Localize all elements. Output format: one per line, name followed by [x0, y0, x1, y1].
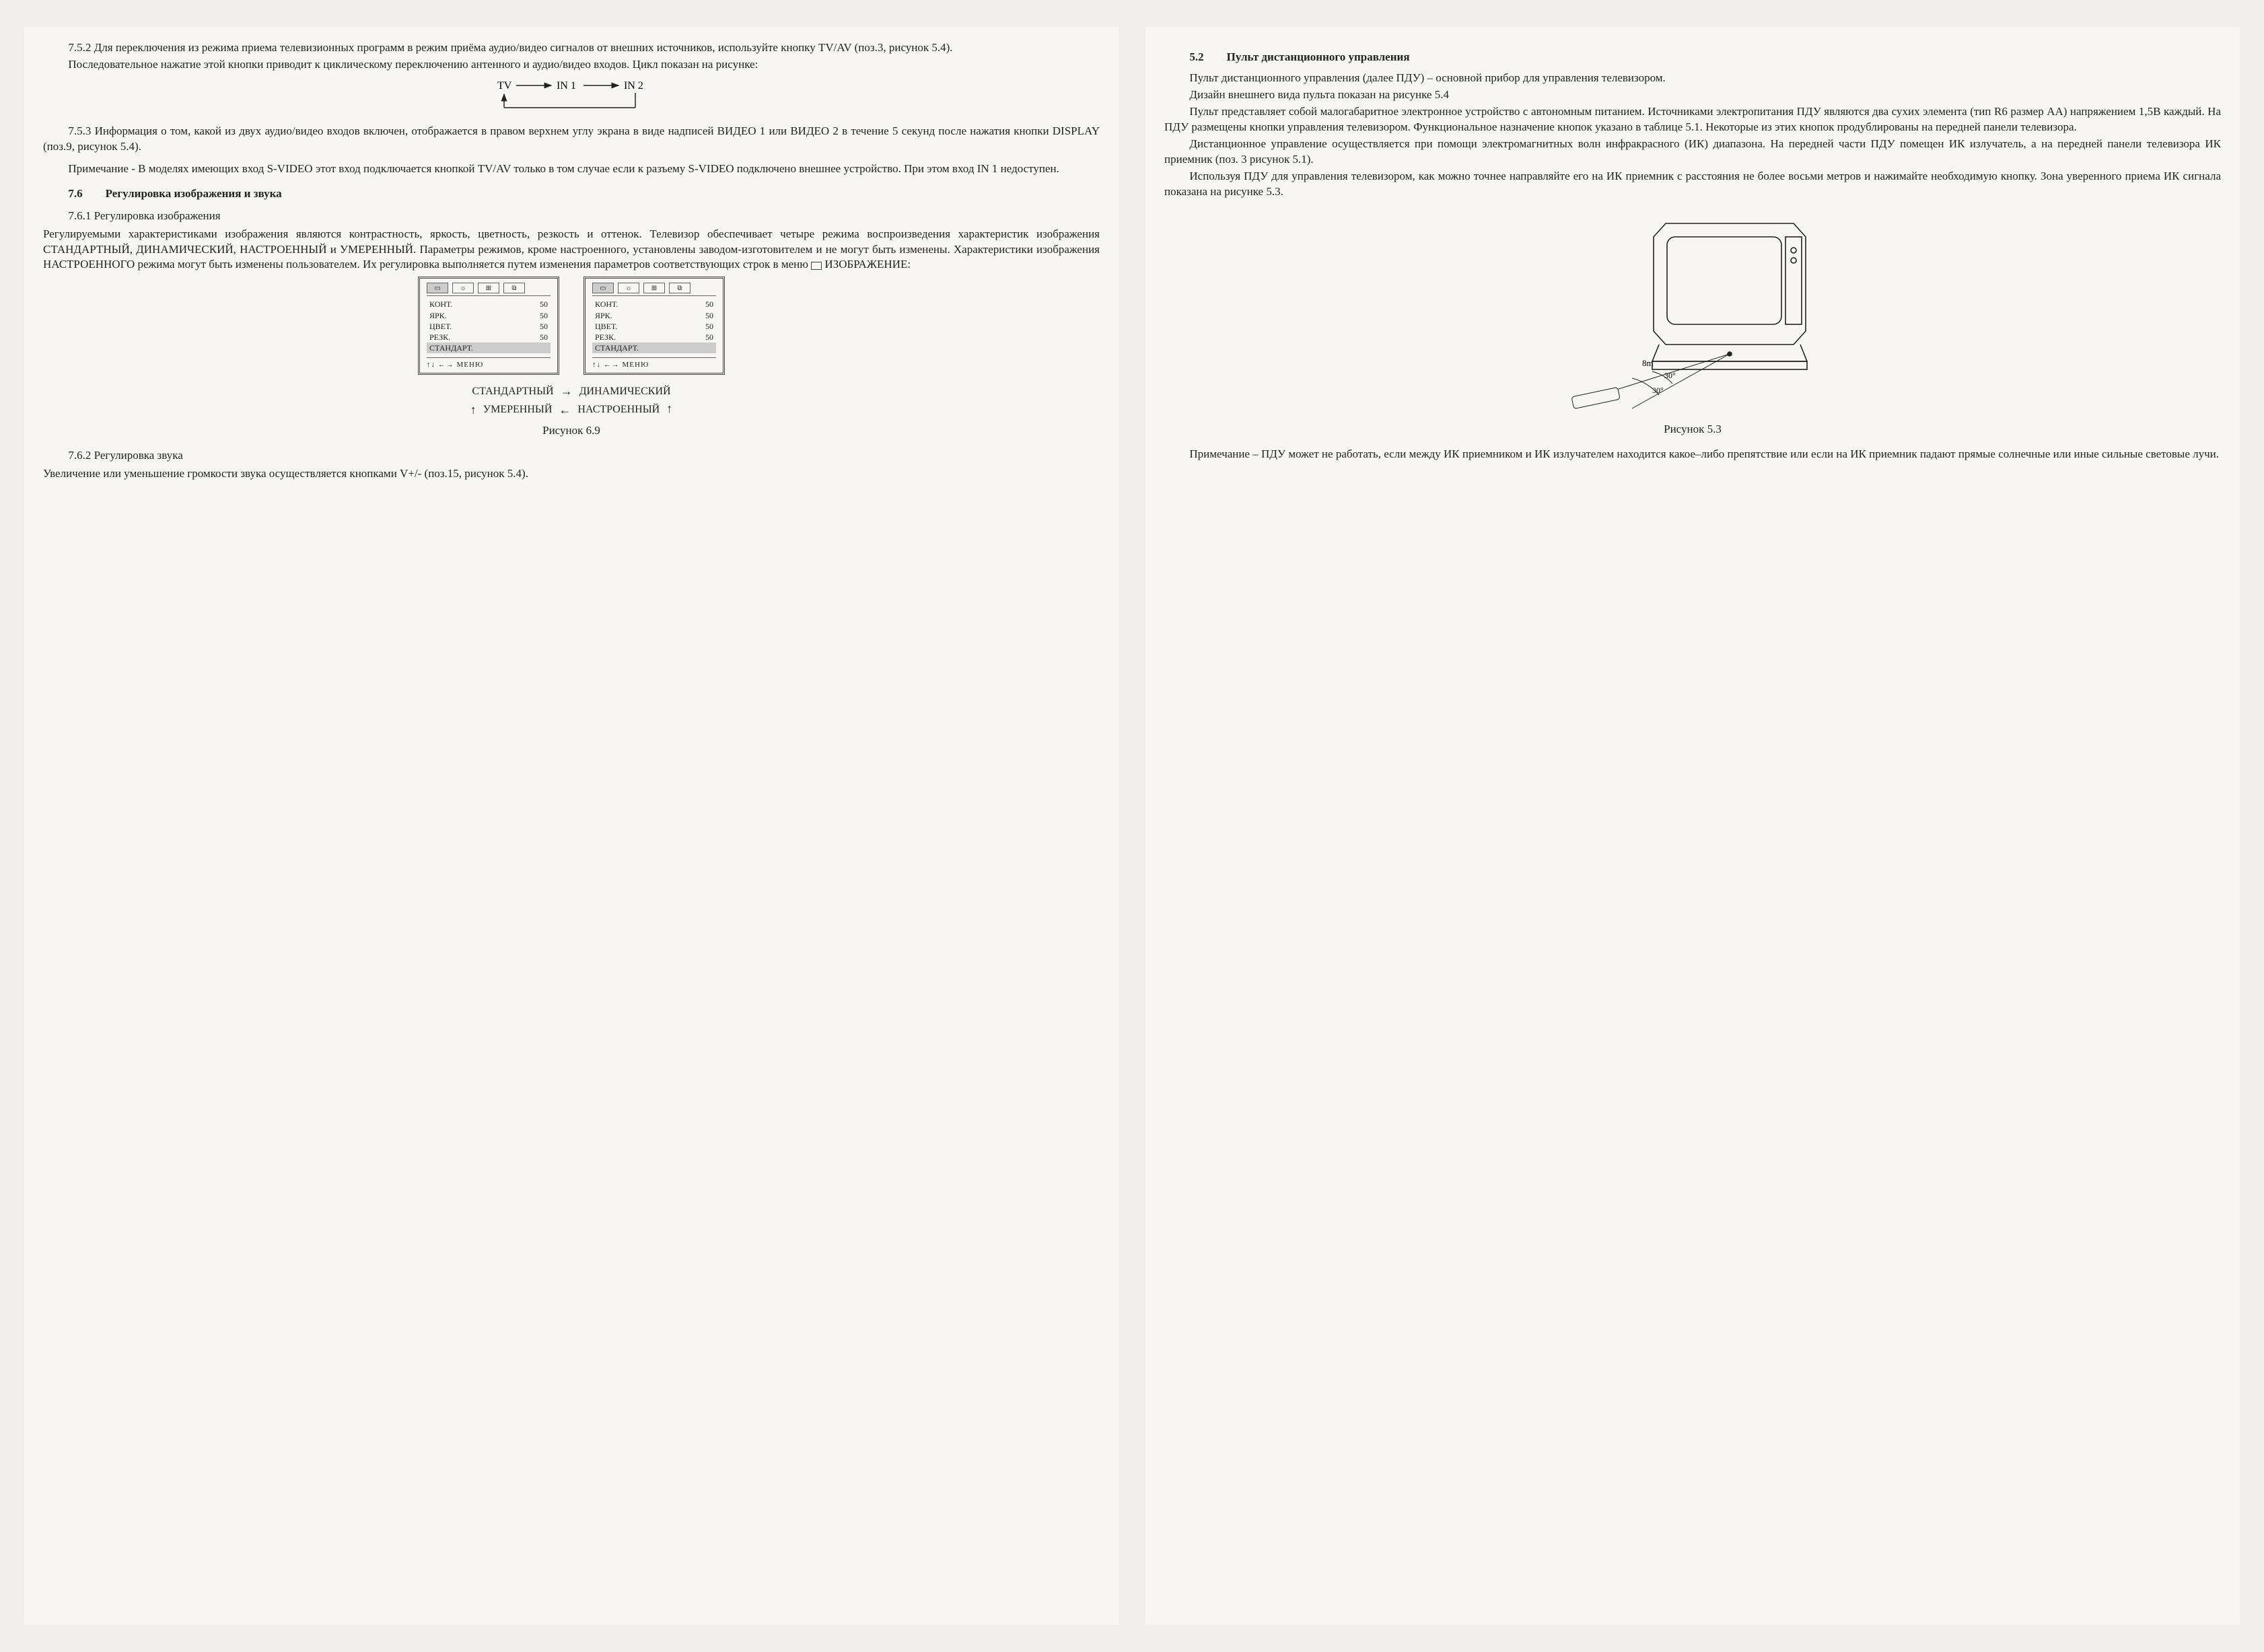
heading-7-6-2: 7.6.2 Регулировка звука [43, 448, 1100, 464]
heading-7-6-1: 7.6.1 Регулировка изображения [43, 209, 1100, 224]
arrow-icon [470, 402, 476, 419]
osd-row: РЕЗК.50 [592, 332, 716, 343]
heading-5-2-title: Пульт дистанционного управления [1227, 50, 1410, 63]
cycle-node-in1: IN 1 [557, 80, 576, 92]
para-5-2-1: Пульт дистанционного управления (далее П… [1164, 71, 2221, 86]
para-7-6-1-text: Регулируемыми характеристиками изображен… [43, 227, 1100, 271]
tab-icon: ⊞ [478, 283, 499, 293]
arrow-icon [559, 402, 571, 419]
para-5-2-2: Дизайн внешнего вида пульта показан на р… [1164, 87, 2221, 103]
osd-row: ЯРК.50 [592, 310, 716, 321]
tab-icon: ☼ [452, 283, 474, 293]
para-7-6-2: Увеличение или уменьшение громкости звук… [43, 466, 1100, 482]
osd-row: КОНТ.50 [592, 299, 716, 310]
osd-menu-screens: ▭ ☼ ⊞ ⧉ КОНТ.50ЯРК.50ЦВЕТ.50РЕЗК.50СТАНД… [43, 277, 1100, 375]
tab-icon: ⊞ [643, 283, 665, 293]
fig53-distance-label: 8m [1642, 358, 1654, 368]
fig53-angle2-label: 30° [1652, 386, 1664, 395]
arrow-icon [666, 402, 672, 419]
para-7-6-1: Регулируемыми характеристиками изображен… [43, 227, 1100, 273]
osd-row: ЯРК.50 [427, 310, 551, 321]
tab-icon: ☼ [618, 283, 639, 293]
osd-footer: ↑↓ ←→ МЕНЮ [427, 357, 551, 370]
tab-icon: ▭ [427, 283, 448, 293]
page-spread: 7.5.2 Для переключения из режима приема … [0, 0, 2264, 1652]
mode-standard: СТАНДАРТНЫЙ [472, 384, 553, 399]
osd-row: РЕЗК.50 [427, 332, 551, 343]
heading-7-6-title: Регулировка изображения и звука [106, 187, 282, 200]
left-page: 7.5.2 Для переключения из режима приема … [24, 27, 1119, 1625]
heading-5-2-num: 5.2 [1189, 50, 1224, 65]
mode-custom: НАСТРОЕННЫЙ [577, 402, 660, 417]
mode-dynamic: ДИНАМИЧЕСКИЙ [579, 384, 671, 399]
figure-5-3-caption: Рисунок 5.3 [1164, 422, 2221, 437]
arrow-icon [561, 383, 573, 400]
osd-tabs: ▭ ☼ ⊞ ⧉ [592, 283, 716, 296]
heading-5-2: 5.2 Пульт дистанционного управления [1164, 50, 2221, 65]
fig53-angle1-label: 30° [1664, 371, 1676, 380]
tab-icon: ⧉ [669, 283, 691, 293]
osd-row: ЦВЕТ.50 [427, 321, 551, 332]
heading-7-6: 7.6 Регулировка изображения и звука [43, 186, 1100, 202]
para-5-2-5: Используя ПДУ для управления телевизором… [1164, 169, 2221, 200]
osd-menu-right: ▭ ☼ ⊞ ⧉ КОНТ.50ЯРК.50ЦВЕТ.50РЕЗК.50СТАНД… [583, 277, 725, 375]
right-page: 5.2 Пульт дистанционного управления Пуль… [1145, 27, 2240, 1625]
para-5-2-3: Пульт представляет собой малогабаритное … [1164, 104, 2221, 135]
menu-icon [811, 262, 822, 270]
para-7-5-3: 7.5.3 Информация о том, какой из двух ау… [43, 124, 1100, 155]
heading-7-6-num: 7.6 [68, 186, 102, 202]
tab-icon: ⧉ [503, 283, 525, 293]
cycle-diagram: TV IN 1 IN 2 [43, 77, 1100, 117]
osd-menu-left: ▭ ☼ ⊞ ⧉ КОНТ.50ЯРК.50ЦВЕТ.50РЕЗК.50СТАНД… [418, 277, 559, 375]
para-5-2-4: Дистанционное управление осуществляется … [1164, 137, 2221, 168]
osd-tabs: ▭ ☼ ⊞ ⧉ [427, 283, 551, 296]
para-7-5-2b: Последовательное нажатие этой кнопки при… [43, 57, 1100, 73]
mode-cycle-diagram: СТАНДАРТНЫЙ ДИНАМИЧЕСКИЙ УМЕРЕННЫЙ НАСТР… [43, 383, 1100, 418]
para-7-5-2: 7.5.2 Для переключения из режима приема … [43, 40, 1100, 56]
tab-icon: ▭ [592, 283, 614, 293]
osd-row: ЦВЕТ.50 [592, 321, 716, 332]
osd-row: КОНТ.50 [427, 299, 551, 310]
note-ir: Примечание – ПДУ может не работать, если… [1164, 447, 2221, 462]
osd-footer: ↑↓ ←→ МЕНЮ [592, 357, 716, 370]
cycle-node-tv: TV [497, 80, 512, 92]
cycle-node-in2: IN 2 [624, 80, 643, 92]
menu-label: ИЗОБРАЖЕНИЕ: [822, 258, 911, 271]
osd-row: СТАНДАРТ. [427, 343, 551, 353]
figure-6-9-caption: Рисунок 6.9 [43, 423, 1100, 439]
note-svideo: Примечание - В моделях имеющих вход S-VI… [43, 161, 1100, 177]
figure-5-3-illustration: 8m 30° 30° [1164, 210, 2221, 417]
mode-mild: УМЕРЕННЫЙ [483, 402, 553, 417]
osd-row: СТАНДАРТ. [592, 343, 716, 353]
